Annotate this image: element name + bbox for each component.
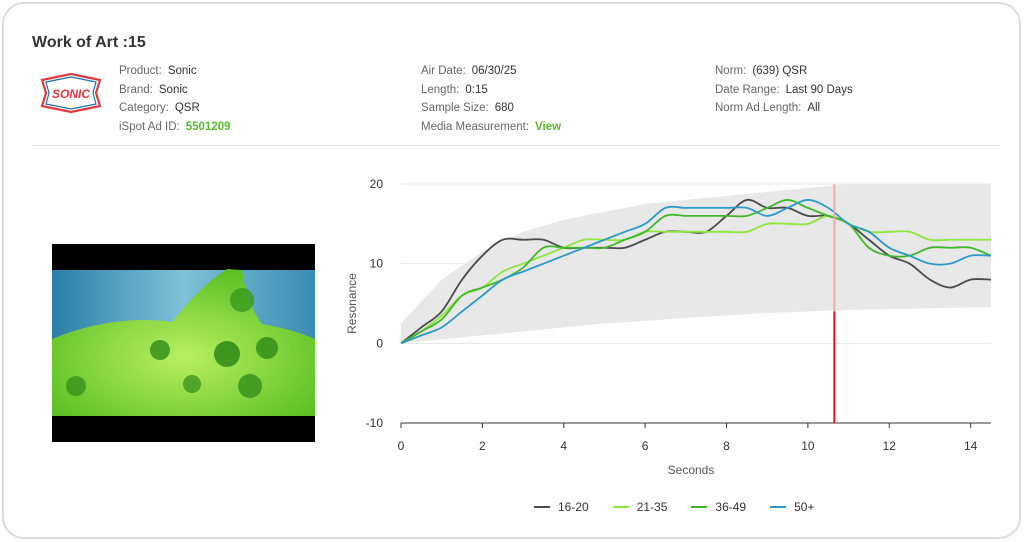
meta-label: Date Range: [715,83,780,96]
x-tick-label: 6 [642,439,649,453]
meta-column-2: Air Date: 06/30/25 Length: 0:15 Sample Size:… [421,62,561,136]
meta-label: Category: [119,102,169,114]
meta-column-3: Norm: (639) QSR Date Range: Last 90 Days Nor… [715,62,853,118]
meta-label: Brand: [119,83,153,96]
meta-value: 680 [494,102,514,114]
ad-title: Work of Art :15 [32,34,146,51]
meta-label: Media Measurement: [421,120,530,133]
logo-text: SONIC [52,87,90,101]
meta-label: Norm: [715,65,747,77]
y-tick-label: 20 [370,177,384,191]
meta-label: Sample Size: [421,102,489,114]
meta-row: Media Measurement: View [421,118,561,137]
meta-row: iSpot Ad ID: 5501209 [119,118,231,137]
meta-link[interactable]: View [535,120,562,133]
sonic-logo: SONIC [38,72,104,114]
legend-swatch [534,506,550,508]
meta-value: (639) QSR [752,65,808,77]
meta-label: iSpot Ad ID: [119,120,180,133]
legend-swatch [612,506,629,508]
y-tick-label: 0 [376,336,383,350]
meta-value: QSR [174,102,200,114]
legend-item[interactable]: 16-20 [534,500,589,514]
meta-value: Sonic [167,65,197,77]
resonance-chart: -10 0 10 20 0 2 4 6 8 10 12 14 Seconds Resonance [334,164,1004,489]
meta-column-1: Product: Sonic Brand: Sonic Category: QSR iSpo… [119,62,231,136]
meta-row: Category: QSR [119,99,231,118]
meta-row: Norm: (639) QSR [715,62,853,81]
x-axis-label: Seconds [668,463,715,477]
meta-row: Length: 0:15 [421,81,561,100]
x-tick-label: 4 [560,439,567,453]
legend-item[interactable]: 21-35 [612,500,668,514]
meta-value: Sonic [158,83,188,96]
legend-label: 36-49 [715,500,747,514]
legend-label: 16-20 [558,500,589,514]
chart-legend: 16-20 21-35 36-49 50+ [534,500,814,514]
meta-row: Date Range: Last 90 Days [715,81,853,100]
legend-swatch [770,506,787,508]
divider [32,145,1000,146]
meta-value: All [807,102,821,114]
meta-row: Product: Sonic [119,62,231,81]
meta-value: 0:15 [465,83,488,96]
meta-label: Norm Ad Length: [715,102,802,114]
meta-row: Sample Size: 680 [421,99,561,118]
meta-row: Air Date: 06/30/25 [421,62,561,81]
legend-label: 50+ [794,500,815,514]
y-axis-label: Resonance [345,273,359,334]
meta-value: 06/30/25 [471,65,517,77]
x-tick-label: 2 [479,439,486,453]
chart-svg: -10 0 10 20 0 2 4 6 8 10 12 14 Seconds Resonance [345,177,992,477]
series-line-50+ [400,199,992,345]
meta-link[interactable]: 5501209 [185,120,231,133]
series-line-21-35 [400,214,991,345]
meta-label: Product: [119,65,162,77]
legend-item[interactable]: 50+ [770,500,814,514]
meta-label: Length: [421,83,460,96]
x-tick-label: 0 [398,439,405,453]
video-thumbnail[interactable] [52,244,315,442]
meta-value: Last 90 Days [785,83,853,96]
x-tick-label: 8 [723,439,730,453]
x-tick-label: 14 [964,439,978,453]
y-tick-label: 10 [370,257,384,271]
y-tick-label: -10 [366,416,384,430]
meta-row: Norm Ad Length: All [715,99,853,118]
x-tick-label: 12 [883,439,897,453]
legend-label: 21-35 [636,500,668,514]
meta-label: Air Date: [421,65,466,77]
meta-row: Brand: Sonic [119,81,231,100]
legend-swatch [691,506,708,508]
legend-item[interactable]: 36-49 [691,500,746,514]
x-tick-label: 10 [801,439,815,453]
